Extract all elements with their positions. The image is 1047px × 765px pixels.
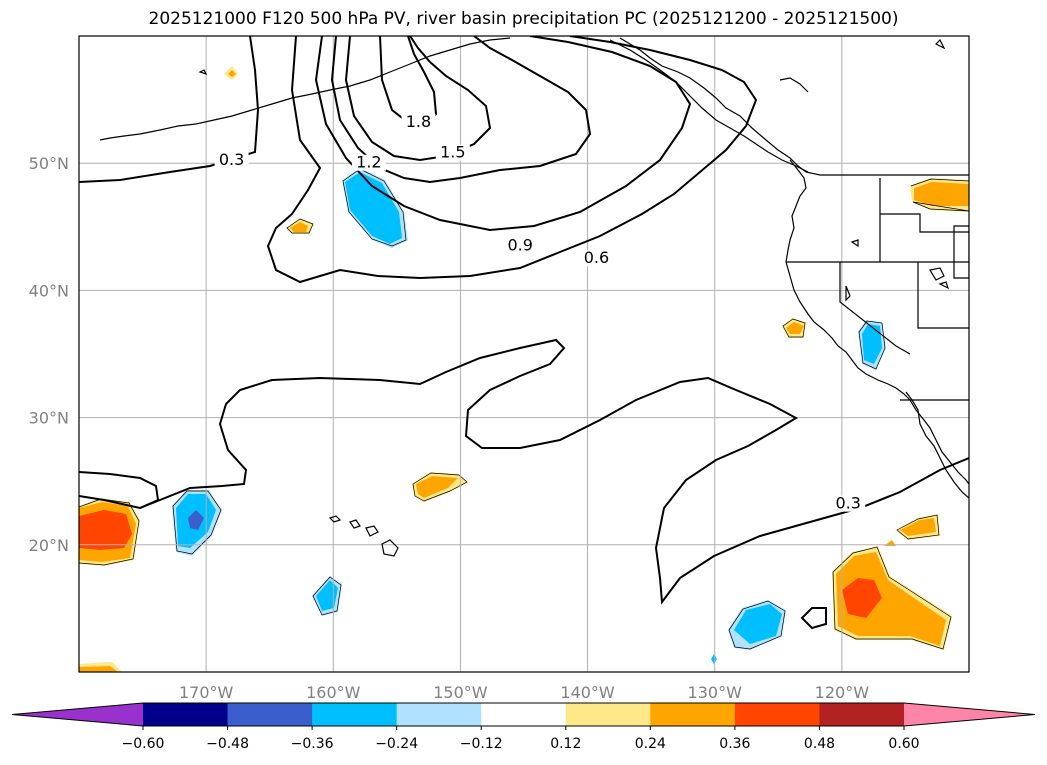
colorbar-segment [650,703,736,726]
x-axis-ticks: 170°W 160°W 150°W 140°W 130°W 120°W [179,683,869,702]
anomaly-blob-pos-9-core [290,222,308,232]
y-tick-label: 40°N [29,281,69,300]
contour-label-bg [503,237,538,254]
x-tick-label: 130°W [688,683,743,702]
contour-label: 0.3 [835,494,860,513]
anomaly-blob-neg-6-core [862,324,882,364]
y-axis-ticks: 20°N 30°N 40°N 50°N [29,154,69,555]
colorbar-tick-label: 0.60 [888,736,919,752]
pv-contour-0.6 [266,36,758,284]
contour-label: 1.5 [440,143,465,162]
colorbar-segment [143,703,229,726]
contour-label-bg [579,250,614,267]
anomaly-blob-pos-1-core [79,510,132,550]
anomaly-outlines [79,168,969,650]
pv-contour-0.3-central [79,471,160,510]
contour-label: 0.9 [507,235,532,254]
anomaly-blob-neg-4-core [734,604,782,644]
colorbar-segment [819,703,905,726]
colorbar-tick-label: 0.12 [550,736,581,752]
colorbar-extend-max [904,703,1035,726]
contour-label: 1.2 [356,153,381,172]
contour-label-bg [214,152,249,169]
y-tick-label: 50°N [29,154,69,173]
colorbar: −0.60 −0.48 −0.36 −0.24 −0.12 0.12 0.24 0.36 0.4… [11,702,1036,752]
anomaly-blob-neg-1-core [345,172,402,244]
pv-contour-1.5 [344,36,492,162]
anomaly-blob-neg-5 [711,654,717,664]
x-tick-label: 140°W [560,683,615,702]
colorbar-segment [227,703,313,726]
anomaly-blob-pos-3-mid [836,552,946,646]
map-frame [78,35,970,673]
map-gridlines [79,36,969,672]
anomaly-blob-pos-10-core [228,70,236,77]
anomaly-blob-pos-8-core [786,322,804,334]
colorbar-segment [396,703,482,726]
x-tick-label: 120°W [815,683,870,702]
colorbar-tick-label: 0.24 [635,736,666,752]
colorbar-tick-label: −0.48 [206,736,249,752]
anomaly-blob-pos-6-core [416,476,458,498]
contour-label-bg [831,495,866,512]
contour-label-bg [351,154,386,171]
colorbar-tick-label: −0.36 [291,736,334,752]
pv-contour-0.3-central-2 [139,338,969,605]
contour-label-bg [435,144,470,161]
pv-contours [79,36,969,630]
colorbar-tick-label: −0.60 [122,736,165,752]
colorbar-segment [734,703,820,726]
colorbar-tick-label: −0.12 [460,736,503,752]
colorbar-extend-min [12,703,143,726]
chart-title: 2025121000 F120 500 hPa PV, river basin … [148,9,899,29]
anomaly-blob-neg-3-core [316,580,338,611]
anomaly-blob-pos-2-core [79,666,118,672]
colorbar-segment [312,703,398,726]
colorbar-segment [481,703,567,726]
precip-anomaly-fills [79,66,969,672]
anomaly-blob-neg-2-peak [188,510,204,530]
anomaly-blob-pos-4-core [900,518,936,536]
colorbar-tick-label: 0.48 [804,736,835,752]
contour-label: 1.8 [406,112,431,131]
pv-contour-0.3-small [800,607,827,630]
y-tick-label: 30°N [29,409,69,428]
coastlines [99,37,969,557]
pv-contour-0.9 [314,36,692,232]
x-tick-label: 160°W [306,683,361,702]
x-tick-label: 170°W [179,683,234,702]
anomaly-blob-pos-7-core [914,182,969,206]
y-tick-label: 20°N [29,536,69,555]
contour-labels: 0.3 1.2 1.5 1.8 0.9 0.6 0.3 [214,112,866,513]
anomaly-blob-pos-3-core [842,578,882,618]
x-tick-label: 150°W [433,683,488,702]
colorbar-segment [565,703,651,726]
contour-label: 0.3 [219,150,244,169]
colorbar-tick-label: −0.24 [375,736,418,752]
colorbar-tick-label: 0.36 [719,736,750,752]
contour-label-bg [401,114,436,131]
pv-contour-1.2 [330,36,592,184]
contour-label: 0.6 [584,248,609,267]
